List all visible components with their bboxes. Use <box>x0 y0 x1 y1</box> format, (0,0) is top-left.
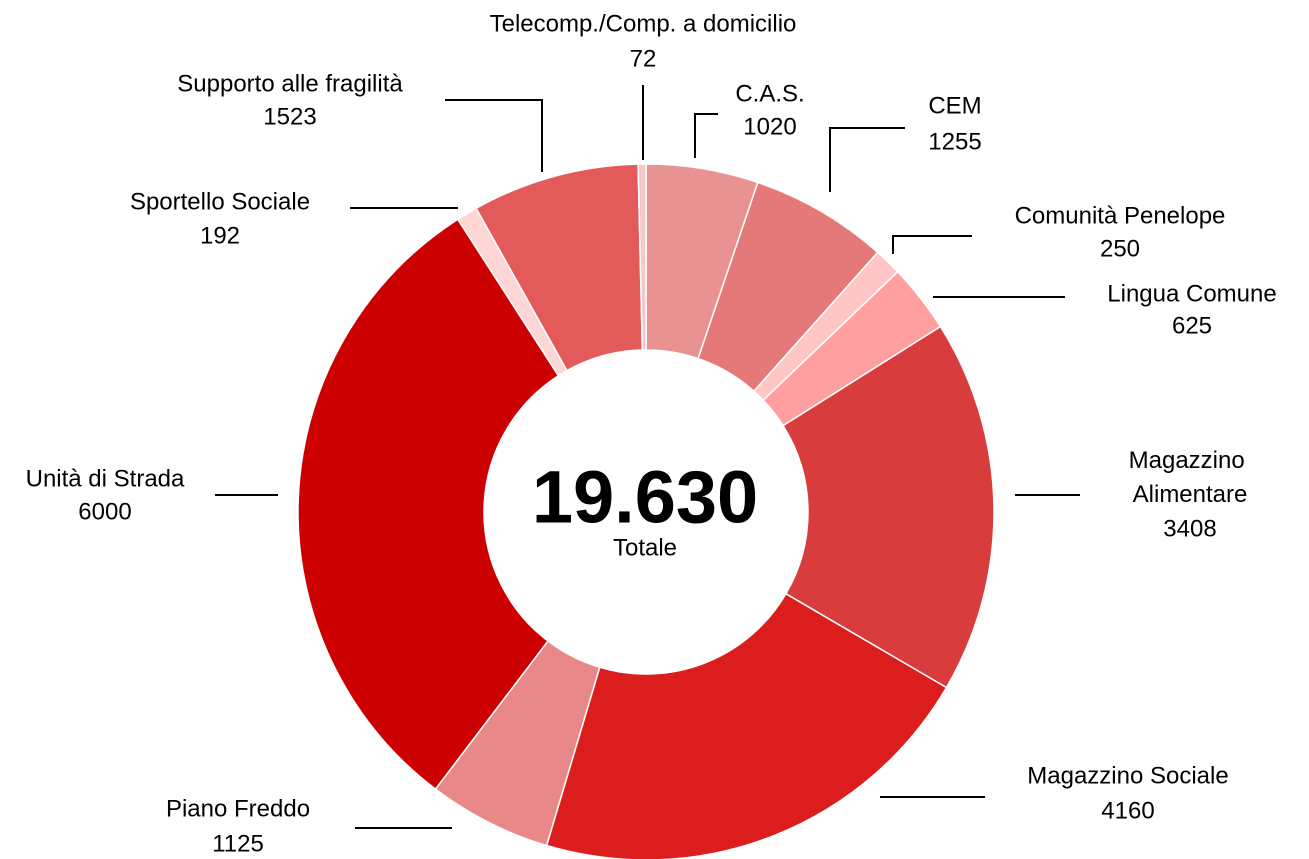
donut-slice <box>545 592 948 859</box>
donut-slice <box>456 207 568 377</box>
slice-value: 1020 <box>743 113 796 140</box>
leader-line <box>445 99 543 172</box>
total-label: Totale <box>613 534 677 561</box>
donut-slice <box>752 251 899 402</box>
leader-line <box>892 235 972 254</box>
donut-slice <box>637 163 647 351</box>
slice-label: CEM <box>928 92 981 119</box>
slice-label: Supporto alle fragilità <box>177 70 403 97</box>
slice-value: 1255 <box>928 128 981 155</box>
slice-label: Magazzino Sociale <box>1027 762 1228 789</box>
slice-label: Comunità Penelope <box>1015 202 1226 229</box>
labels: Telecomp./Comp. a domicilio 72 C.A.S. 1020 C… <box>26 10 1277 857</box>
slice-value: 1523 <box>263 103 316 130</box>
donut-slice <box>297 218 560 791</box>
leader-line <box>829 127 905 192</box>
donut-slice <box>782 325 995 689</box>
slice-value: 192 <box>200 222 240 249</box>
slice-label: Lingua Comune <box>1107 280 1276 307</box>
slice-label: Unità di Strada <box>26 465 185 492</box>
donut-slice <box>697 181 879 393</box>
slice-value: 6000 <box>78 498 131 525</box>
slice-value: 3408 <box>1163 515 1216 542</box>
slice-label: Piano Freddo <box>166 795 310 822</box>
leader-line <box>694 113 718 158</box>
slice-label: Magazzino Alimentare <box>1129 447 1252 508</box>
slice-value: 625 <box>1172 312 1212 339</box>
slice-label: Telecomp./Comp. a domicilio <box>490 10 797 37</box>
slice-label: Sportello Sociale <box>130 188 310 215</box>
slice-value: 4160 <box>1101 797 1154 824</box>
slice-value: 72 <box>630 45 657 72</box>
donut-slice <box>762 270 942 427</box>
slice-value: 1125 <box>212 830 264 857</box>
slice-value: 250 <box>1100 235 1140 262</box>
slice-label: C.A.S. <box>735 80 804 107</box>
donut-slice <box>645 163 759 360</box>
total-value: 19.630 <box>532 456 758 539</box>
donut-slice <box>434 639 601 847</box>
